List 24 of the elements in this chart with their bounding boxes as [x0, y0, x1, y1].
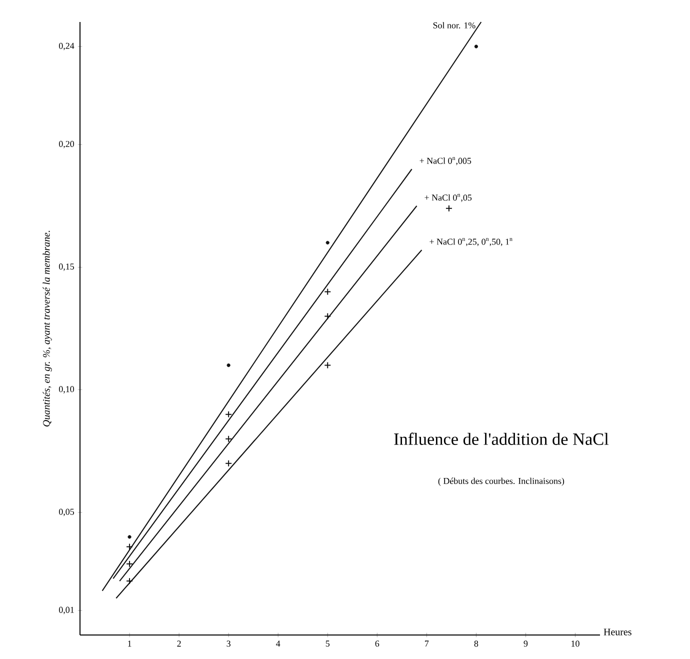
- y-tick-label: 0,01: [59, 606, 74, 614]
- y-tick-label: 0,20: [59, 140, 74, 148]
- x-tick-label: 9: [524, 640, 528, 647]
- x-tick-label: 6: [375, 640, 380, 647]
- series-label: + NaCl 0$^{n}$,005: [420, 157, 472, 166]
- y-tick-label: 0,05: [59, 508, 74, 516]
- y-tick-label: 0,15: [59, 264, 74, 271]
- text: Influence de l'addition de NaCl: [394, 432, 609, 445]
- x-tick-label: 7: [425, 640, 429, 647]
- series-label: + NaCl 0$^{n}$,25, 0$^{n}$,50, 1$^{n}$: [430, 238, 512, 246]
- x-tick-label: 2: [177, 640, 181, 647]
- y-tick-label: 0,24: [59, 42, 74, 50]
- y-axis-title: Quantités, en gr. %, ayant traversé la membrane.: [42, 230, 52, 426]
- x-axis-title: Heures: [604, 628, 632, 636]
- x-tick-label: 3: [226, 640, 230, 647]
- series-label: Sol nor. 1%: [433, 22, 476, 28]
- x-tick-label: 10: [572, 640, 580, 647]
- x-tick-label: 4: [276, 640, 280, 647]
- x-tick-label: 1: [128, 640, 132, 647]
- x-tick-label: 5: [326, 640, 330, 647]
- x-tick-label: 8: [474, 640, 478, 647]
- y-tick-label: 0,10: [59, 386, 74, 394]
- text: ( Débuts des courbes. Inclinaisons): [438, 478, 564, 486]
- series-label: + NaCl 0$^{n}$,05: [424, 194, 472, 202]
